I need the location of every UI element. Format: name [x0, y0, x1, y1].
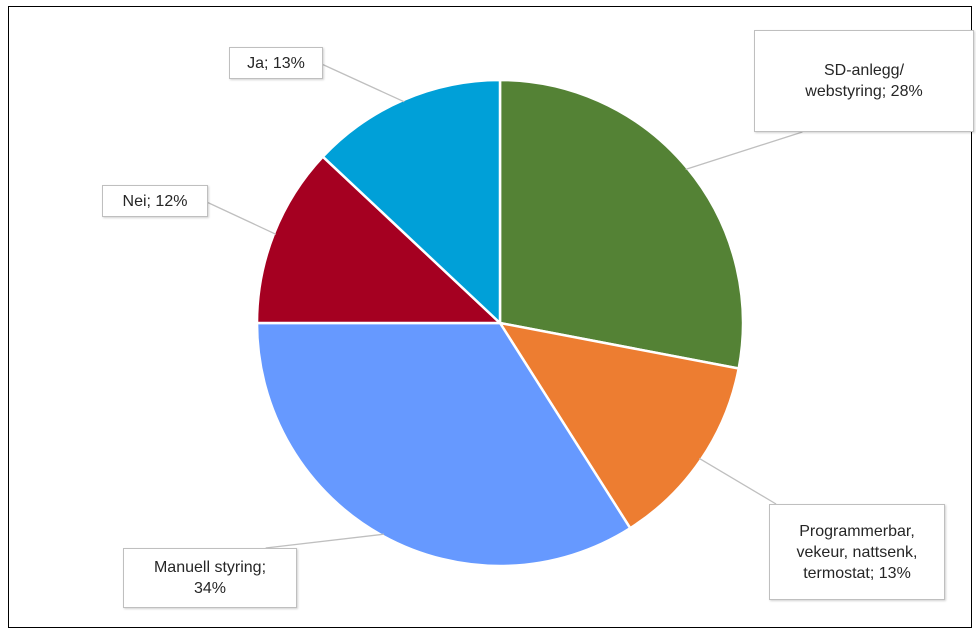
chart-area: SD-anlegg/ webstyring; 28% Programmerbar…: [8, 6, 974, 628]
pie-chart: [207, 64, 803, 568]
pie-slice-4: [321, 78, 502, 325]
leader-line-3: [207, 202, 277, 235]
data-label-sd-anlegg: SD-anlegg/ webstyring; 28%: [754, 30, 974, 132]
leader-line-4: [322, 64, 405, 103]
leader-line-2: [265, 533, 384, 549]
data-label-ja: Ja; 13%: [229, 47, 323, 79]
pie-slice-2: [255, 321, 632, 568]
leader-line-1: [698, 457, 777, 505]
leader-line-0: [685, 131, 803, 170]
data-label-nei: Nei; 12%: [102, 185, 208, 217]
data-label-manuell-styring: Manuell styring; 34%: [123, 548, 297, 608]
data-label-programmerbar: Programmerbar, vekeur, nattsenk, termost…: [769, 504, 945, 600]
pie-slice-0: [498, 78, 745, 370]
